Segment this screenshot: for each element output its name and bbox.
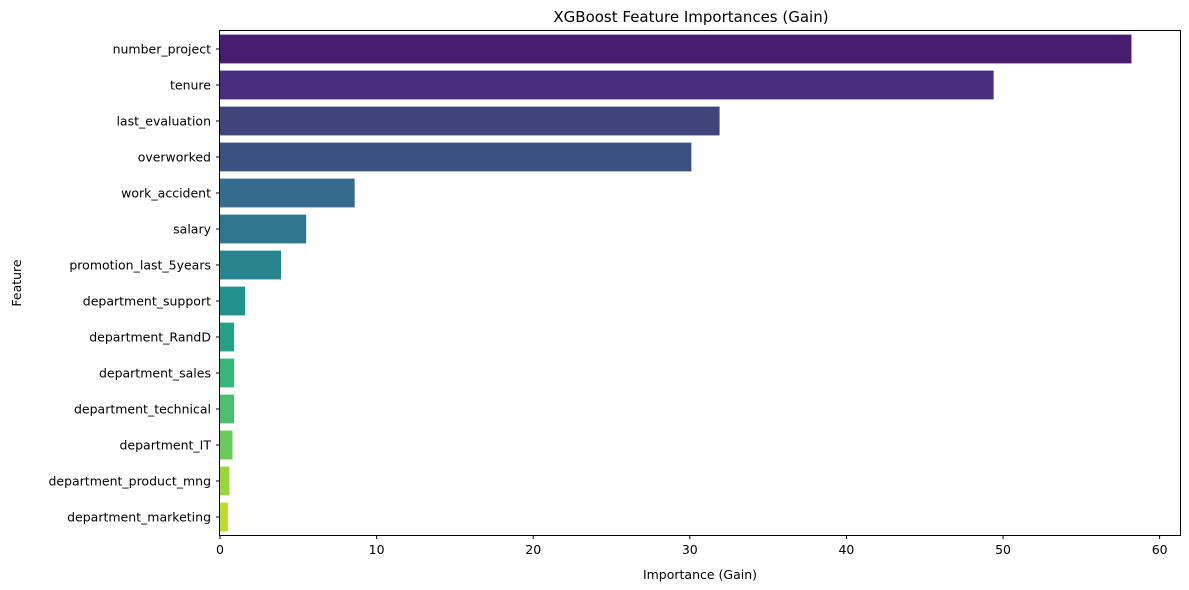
chart-title: XGBoost Feature Importances (Gain) [553,8,828,26]
bar-department_product_mng [220,466,230,496]
x-axis-title: Importance (Gain) [643,567,757,582]
bar-promotion_last_5years [220,250,282,280]
x-tick-label: 30 [682,542,698,557]
x-tick-group: 0 10 20 30 40 50 60 [216,535,1168,557]
bar-number_project [220,34,1132,64]
y-tick-label: last_evaluation [116,114,211,129]
bar-department_technical [220,394,235,424]
x-tick-label: 60 [1152,542,1168,557]
x-tick-label: 40 [838,542,854,557]
y-tick-label: department_support [83,294,211,309]
x-tick-label: 0 [216,542,224,557]
y-tick-label: work_accident [121,186,211,201]
y-tick-label: number_project [113,42,212,57]
bar-tenure [220,70,994,100]
x-tick-label: 10 [369,542,385,557]
bar-department_marketing [220,502,228,532]
bar-department_support [220,286,246,316]
bar-department_RandD [220,322,235,352]
y-tick-label: overworked [138,150,211,165]
y-tick-label: department_IT [119,438,211,453]
bars-group [220,34,1132,532]
y-axis-title: Feature [9,259,24,307]
bar-department_IT [220,430,233,460]
y-tick-label: department_sales [99,366,211,381]
bar-overworked [220,142,692,172]
y-tick-label: department_marketing [67,510,211,525]
y-tick-label: department_technical [74,402,211,417]
bar-department_sales [220,358,235,388]
y-tick-label: promotion_last_5years [69,258,211,273]
y-tick-label: salary [173,222,211,237]
x-tick-label: 20 [525,542,541,557]
plot-frame [219,30,1181,536]
y-tick-label: department_RandD [89,330,211,345]
bar-last_evaluation [220,106,720,136]
x-tick-label: 50 [995,542,1011,557]
y-tick-label: tenure [170,78,211,93]
bar-work_accident [220,178,355,208]
bar-salary [220,214,307,244]
y-tick-label: department_product_mng [48,474,211,489]
